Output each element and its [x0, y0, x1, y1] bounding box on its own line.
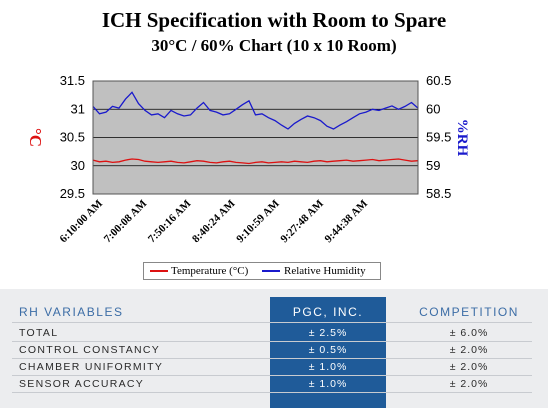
- chart-title: ICH Specification with Room to Spare: [101, 8, 447, 32]
- legend: Temperature (°C) Relative Humidity: [143, 262, 381, 280]
- table-cell-competition: ± 2.0%: [449, 361, 489, 373]
- left-axis-title: °C: [26, 128, 45, 147]
- y-tick-label-right: 59: [426, 158, 440, 173]
- table-cell-pgc: ± 0.5%: [308, 344, 348, 356]
- rh-variables-header: RH VARIABLES: [19, 305, 124, 319]
- y-tick-label-left: 29.5: [60, 186, 85, 201]
- pgc-header: PGC, INC.: [292, 305, 364, 319]
- x-tick-label: 8:40:24 AM: [190, 197, 238, 245]
- y-tick-label-right: 58.5: [426, 186, 451, 201]
- table-cell-pgc: ± 1.0%: [308, 378, 348, 390]
- y-tick-label-left: 31: [71, 101, 85, 116]
- legend-label-humidity: Relative Humidity: [284, 265, 366, 277]
- table-cell-competition: ± 6.0%: [449, 327, 489, 339]
- legend-swatch-temperature: [150, 270, 168, 272]
- legend-label-temperature: Temperature (°C): [171, 265, 249, 277]
- table-cell-competition: ± 2.0%: [449, 344, 489, 356]
- pgc-column-highlight: [270, 297, 386, 408]
- y-tick-label-left: 30.5: [60, 130, 85, 145]
- table-row-label: TOTAL: [19, 327, 59, 339]
- right-axis-title: %RH: [454, 119, 470, 157]
- x-tick-label: 6:10:00 AM: [58, 197, 106, 245]
- legend-swatch-humidity: [262, 270, 280, 272]
- table-row-label: CHAMBER UNIFORMITY: [19, 361, 164, 373]
- temperature-series-line: [92, 158, 419, 165]
- plot-border: [92, 80, 419, 195]
- y-tick-label-right: 59.5: [426, 130, 451, 145]
- x-tick-label: 9:44:38 AM: [323, 197, 371, 245]
- line-chart: 29.5 30 30.5 31 31.5 58.5 59 59.5 60 60.5 °C %RH 6:1…: [26, 73, 470, 245]
- x-tick-label: 9:10:59 AM: [234, 197, 282, 245]
- table-cell-pgc: ± 1.0%: [308, 361, 348, 373]
- chart-subtitle: 30°C / 60% Chart (10 x 10 Room): [151, 36, 397, 55]
- y-tick-label-left: 31.5: [60, 73, 85, 88]
- row-divider: [12, 358, 532, 359]
- y-tick-label-left: 30: [71, 158, 85, 173]
- x-tick-label: 7:50:16 AM: [146, 197, 194, 245]
- table-cell-pgc: ± 2.5%: [308, 327, 348, 339]
- comparison-panel: RH VARIABLES PGC, INC. COMPETITION TOTAL…: [0, 289, 548, 408]
- x-tick-label: 9:27:48 AM: [278, 197, 326, 245]
- y-tick-label-right: 60: [426, 101, 440, 116]
- row-divider: [12, 375, 532, 376]
- x-tick-label: 7:00:08 AM: [102, 197, 150, 245]
- row-divider: [12, 322, 532, 323]
- y-tick-label-right: 60.5: [426, 73, 451, 88]
- table-row-label: CONTROL CONSTANCY: [19, 344, 161, 356]
- competition-header: COMPETITION: [419, 305, 519, 319]
- table-row-label: SENSOR ACCURACY: [19, 378, 145, 390]
- row-divider: [12, 341, 532, 342]
- row-divider: [12, 392, 532, 393]
- humidity-series-line: [92, 91, 419, 130]
- table-cell-competition: ± 2.0%: [449, 378, 489, 390]
